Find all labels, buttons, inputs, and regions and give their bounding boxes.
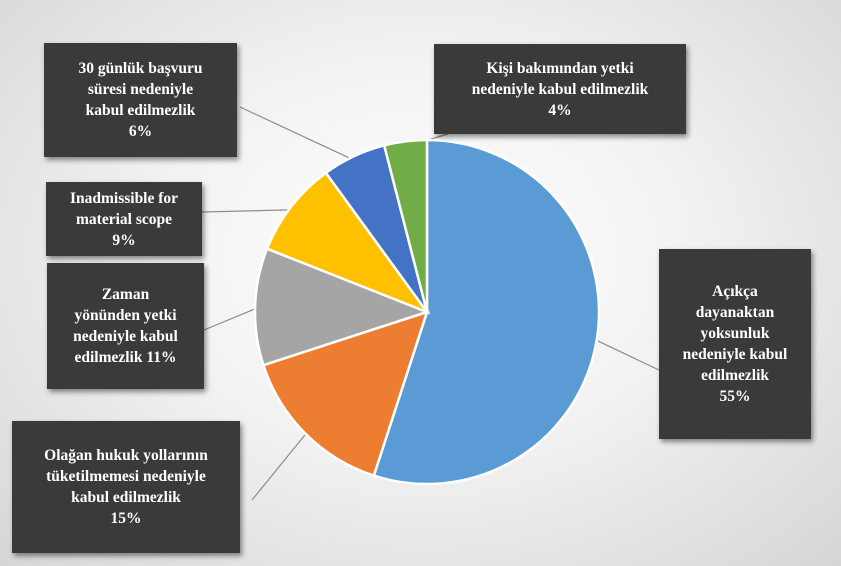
data-label-manifestly-ill-founded: Açıkça dayanaktan yoksunluk nedeniyle ka… bbox=[659, 249, 811, 439]
data-label-ratione-temporis: Zaman yönünden yetki nedeniyle kabul edi… bbox=[47, 263, 204, 389]
leader-line-ratione-temporis bbox=[203, 306, 261, 331]
leader-line-non-exhaustion bbox=[251, 429, 310, 501]
slice-manifestly-ill-founded bbox=[372, 138, 601, 486]
leader-line-manifestly-ill-founded bbox=[591, 337, 660, 371]
data-label-30-day-time-limit: 30 günlük başvuru süresi nedeniyle kabul… bbox=[44, 43, 237, 157]
slice-ratione-personae bbox=[382, 138, 429, 313]
leader-line-material-scope bbox=[201, 209, 296, 213]
slice-material-scope bbox=[265, 171, 431, 315]
leader-line-30-day-time-limit bbox=[239, 106, 357, 162]
slice-ratione-temporis bbox=[253, 247, 431, 367]
data-label-ratione-personae: Kişi bakımından yetki nedeniyle kabul ed… bbox=[434, 44, 686, 134]
data-label-material-scope: Inadmissible for material scope 9% bbox=[46, 182, 202, 256]
data-label-non-exhaustion: Olağan hukuk yollarının tüketilmemesi ne… bbox=[12, 421, 240, 553]
